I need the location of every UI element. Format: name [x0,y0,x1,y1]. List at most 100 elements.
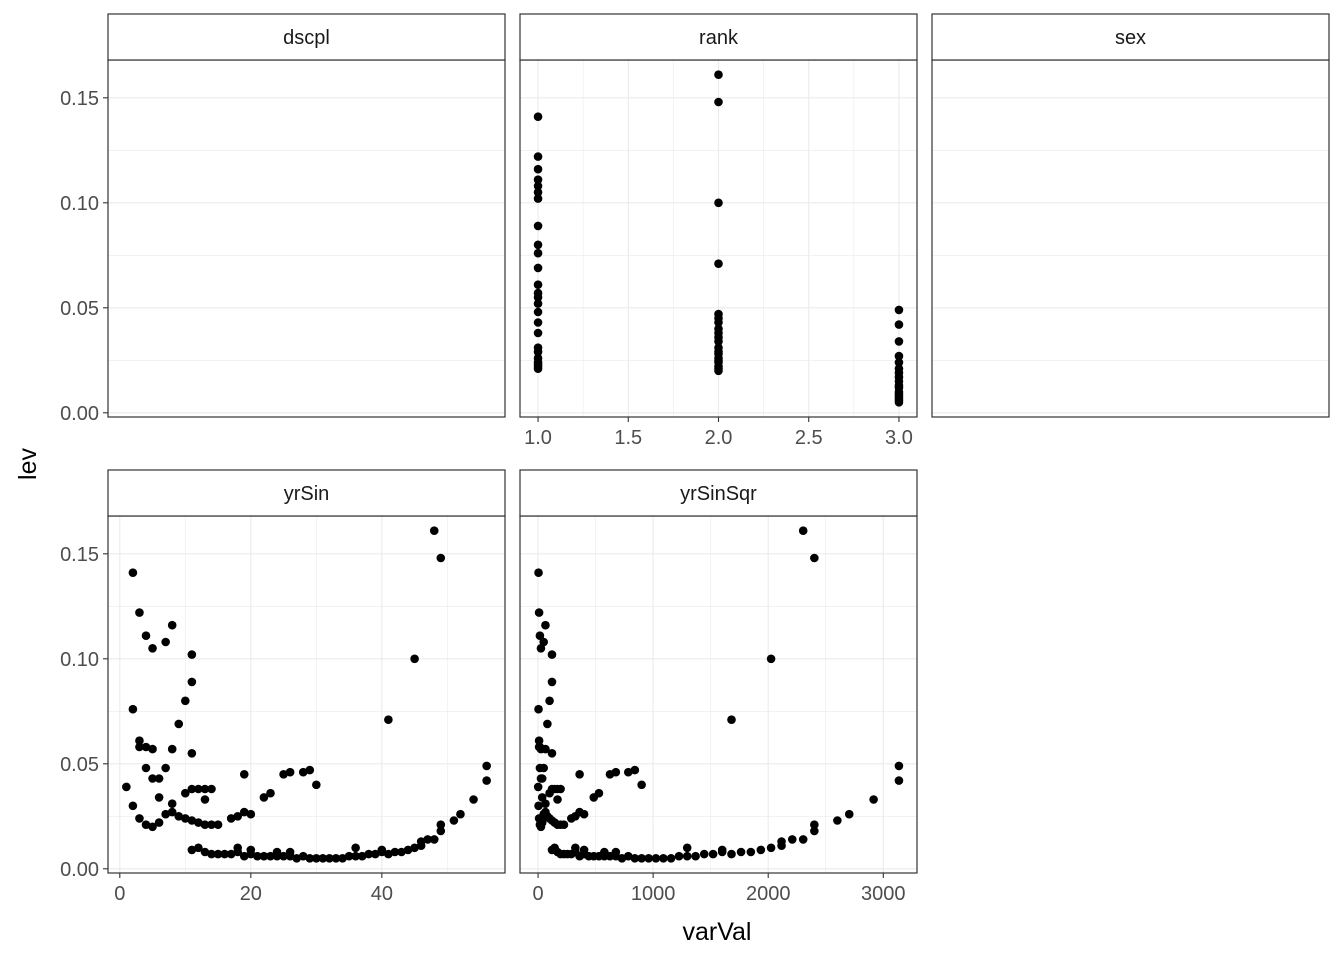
data-point [456,809,465,819]
data-point [682,843,692,853]
facet-sex: sex [931,13,1330,418]
data-point [318,854,328,863]
data-point [482,761,491,771]
data-point [630,854,640,863]
x-tick-label: 1.5 [614,427,642,449]
data-point [777,837,786,846]
data-point [312,780,321,790]
data-point [798,835,808,844]
data-point [623,851,633,861]
data-point [637,854,646,863]
data-point [194,843,203,853]
data-point [194,784,203,794]
x-axis-title: varVal [682,918,751,946]
data-point [200,820,210,829]
data-point [543,719,552,729]
data-point [239,770,249,779]
data-point [397,847,406,857]
data-point [717,845,727,855]
data-point [727,849,736,859]
data-point [305,765,315,775]
data-point [246,809,256,819]
data-point [651,854,661,863]
facet-rank: rank 1.0 1.5 2.0 2.5 3.0 [519,13,918,449]
data-point [714,70,723,79]
data-point [469,795,478,804]
data-point [128,801,138,811]
data-point [128,568,138,577]
data-point [575,770,584,779]
data-point [344,851,354,861]
facet-strip-label: sex [1115,27,1146,49]
data-point [714,366,723,376]
data-point [226,814,236,823]
data-point [556,784,565,794]
facet-strip [107,13,506,61]
facet-strip [931,13,1330,61]
panel-background [108,60,505,417]
data-point [535,631,545,640]
data-point [449,816,459,825]
data-point [384,849,393,859]
data-point [364,849,374,859]
data-point [579,809,589,819]
data-point [756,845,766,855]
data-point [541,799,550,808]
data-point [384,715,393,724]
y-axis-title: lev [14,448,42,480]
data-point [533,181,543,191]
data-point [659,854,668,863]
data-point [239,807,249,817]
data-point [167,620,177,630]
x-tick-label: 2.5 [795,427,823,449]
data-point [351,851,360,861]
data-point [410,843,419,853]
data-point [207,784,216,794]
data-point [682,851,692,861]
data-point [377,845,387,855]
data-point [674,851,684,861]
data-point [233,812,243,821]
data-point [547,650,557,659]
data-point [128,704,138,714]
y-tick-label: 0.15 [60,88,99,110]
data-point [787,835,797,844]
data-point [708,849,718,859]
data-point [148,822,157,832]
data-point [766,654,776,664]
data-point [298,851,308,861]
data-point [305,854,315,863]
data-point [547,749,557,758]
data-point [894,320,904,329]
y-tick-label: 0.10 [60,193,99,215]
data-point [429,835,439,844]
data-point [714,259,723,269]
data-point [482,776,491,785]
data-point [746,847,756,857]
data-point [181,814,190,823]
data-point [416,837,426,846]
data-point [148,644,157,653]
data-point [148,774,157,783]
data-point [167,807,177,817]
data-point [161,637,170,647]
data-point [533,263,543,273]
data-point [833,816,842,825]
x-tick-label: 2000 [746,883,791,905]
facet-strip [519,469,918,517]
data-point [207,820,216,829]
data-point [253,851,262,861]
data-point [714,337,723,346]
data-point [429,526,439,535]
data-point [292,854,301,863]
data-point [370,849,380,859]
data-point [167,799,177,808]
data-point [410,654,419,664]
data-point [894,358,904,367]
data-point [533,328,543,338]
data-point [533,221,543,231]
data-point [533,152,543,161]
data-point [894,776,904,785]
data-point [141,763,151,773]
data-point [135,608,144,617]
